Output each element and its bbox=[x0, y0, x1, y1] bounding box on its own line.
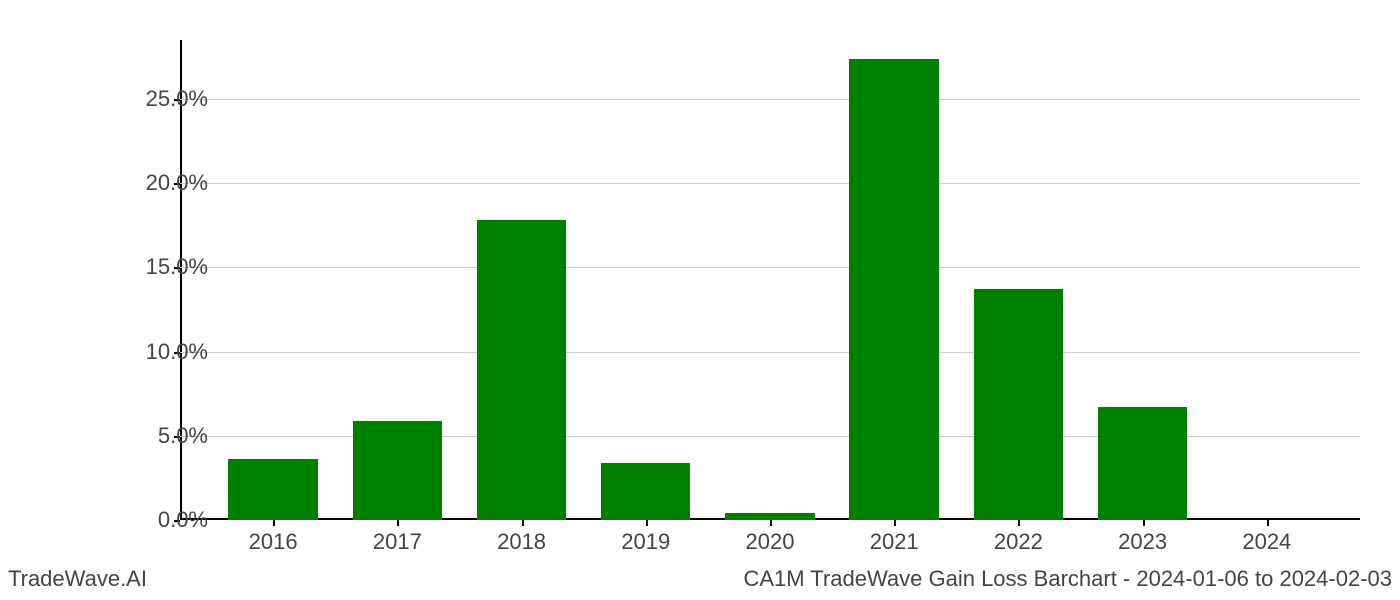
footer-left-text: TradeWave.AI bbox=[8, 566, 147, 592]
x-tick-label: 2020 bbox=[746, 529, 795, 555]
x-tick-label: 2018 bbox=[497, 529, 546, 555]
x-tick-mark bbox=[522, 520, 524, 526]
y-tick-label: 25.0% bbox=[146, 86, 208, 112]
x-tick-label: 2022 bbox=[994, 529, 1043, 555]
x-tick-label: 2019 bbox=[621, 529, 670, 555]
y-tick-label: 0.0% bbox=[158, 507, 208, 533]
bar bbox=[228, 459, 317, 520]
gridline bbox=[180, 99, 1360, 100]
x-tick-mark bbox=[397, 520, 399, 526]
x-tick-label: 2023 bbox=[1118, 529, 1167, 555]
x-tick-mark bbox=[1018, 520, 1020, 526]
x-tick-label: 2024 bbox=[1242, 529, 1291, 555]
bar bbox=[601, 463, 690, 520]
y-tick-label: 10.0% bbox=[146, 339, 208, 365]
bar-chart: 201620172018201920202021202220232024 bbox=[180, 40, 1360, 520]
gridline bbox=[180, 183, 1360, 184]
gridline bbox=[180, 267, 1360, 268]
x-tick-label: 2016 bbox=[249, 529, 298, 555]
x-tick-label: 2017 bbox=[373, 529, 422, 555]
x-tick-mark bbox=[770, 520, 772, 526]
y-tick-label: 15.0% bbox=[146, 254, 208, 280]
x-tick-mark bbox=[894, 520, 896, 526]
y-tick-label: 5.0% bbox=[158, 423, 208, 449]
bar bbox=[974, 289, 1063, 520]
bar bbox=[353, 421, 442, 520]
bar bbox=[1098, 407, 1187, 520]
y-tick-label: 20.0% bbox=[146, 170, 208, 196]
x-tick-label: 2021 bbox=[870, 529, 919, 555]
x-tick-mark bbox=[1143, 520, 1145, 526]
footer-right-text: CA1M TradeWave Gain Loss Barchart - 2024… bbox=[743, 566, 1392, 592]
gridline bbox=[180, 352, 1360, 353]
bar bbox=[477, 220, 566, 520]
bar bbox=[849, 59, 938, 520]
x-tick-mark bbox=[1267, 520, 1269, 526]
bar bbox=[725, 513, 814, 520]
x-tick-mark bbox=[273, 520, 275, 526]
x-tick-mark bbox=[646, 520, 648, 526]
